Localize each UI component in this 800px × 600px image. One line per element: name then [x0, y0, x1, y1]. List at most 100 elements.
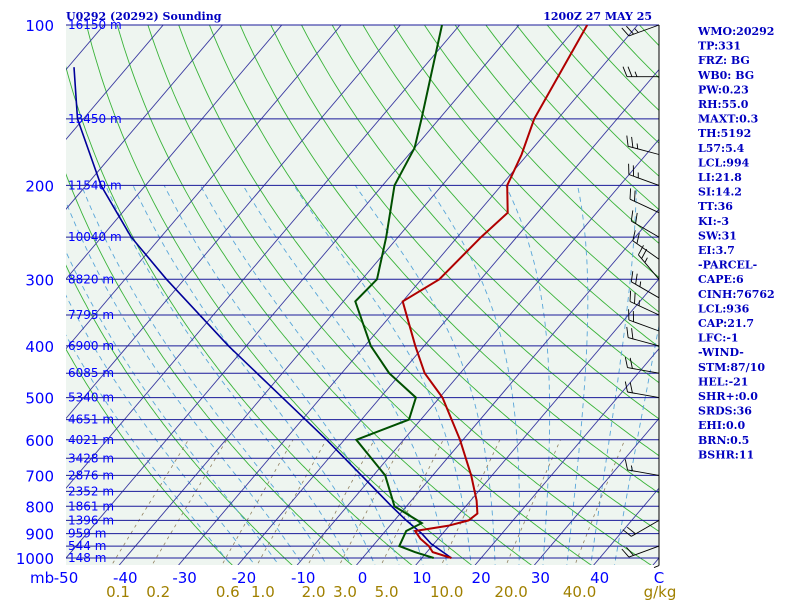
dry-adiabat	[270, 25, 659, 457]
wind-barb	[628, 174, 660, 186]
dry-adiabat	[116, 25, 532, 565]
moist-adiabat	[66, 334, 232, 565]
wind-barb-flag	[631, 328, 634, 339]
dry-adiabat	[454, 25, 659, 244]
mixing-ratio-line	[256, 439, 327, 565]
mixing-ratio-line	[221, 439, 294, 565]
mixing-ratio-line	[111, 439, 189, 565]
dry-adiabat	[66, 264, 293, 565]
isotherm	[66, 25, 401, 420]
isotherm	[66, 25, 461, 489]
isobars	[66, 24, 659, 559]
pressure-tick-label: 1000	[16, 550, 54, 568]
height-label: 1861 m	[68, 499, 114, 513]
index-value: CAPE:6	[698, 273, 744, 286]
wind-barb-flag	[626, 25, 634, 35]
wind-barb-flag	[629, 382, 633, 393]
dry-adiabat	[147, 25, 592, 565]
height-label: 11540 m	[68, 178, 122, 192]
height-label: 1396 m	[68, 513, 114, 527]
wind-barb-flag	[636, 143, 639, 149]
index-value: SHR+:0.0	[698, 390, 758, 403]
wind-barb-flag	[627, 66, 633, 77]
dry-adiabat	[393, 25, 659, 313]
isotherm	[296, 138, 659, 565]
dry-adiabat	[178, 25, 652, 565]
index-value: FRZ: BG	[698, 54, 750, 67]
wind-barb-flag	[630, 465, 633, 471]
dry-adiabat	[66, 173, 353, 565]
wind-barb-flag	[626, 547, 634, 556]
height-label: 4651 m	[68, 413, 114, 427]
index-value: LCL:994	[698, 156, 750, 169]
height-label: 148 m	[68, 551, 106, 565]
wind-barb-flag	[629, 290, 632, 302]
sounding-title: U0292 (20292) Sounding	[66, 10, 222, 23]
wind-barb	[627, 145, 660, 155]
pressure-unit-label: mb	[30, 569, 54, 587]
wind-barb-flag	[635, 273, 638, 285]
isotherm	[66, 25, 342, 350]
wind-barb	[631, 281, 660, 299]
wind-barb	[627, 367, 660, 374]
dry-adiabat	[300, 25, 659, 420]
wind-barb-flag	[622, 66, 628, 77]
moist-adiabat	[427, 185, 521, 565]
index-value: CAP:21.7	[698, 317, 754, 330]
wind-barb-flag	[641, 248, 648, 259]
wind-barb-flag	[630, 271, 634, 282]
moist-adiabat	[66, 294, 256, 565]
temperature-tick-label: 0	[358, 569, 368, 587]
pressure-tick-label: 800	[25, 498, 54, 516]
mixing-ratio-label: 40.0	[563, 583, 596, 600]
wind-barb-flag	[639, 281, 642, 287]
isotherm	[474, 347, 659, 565]
mixing-ratio-label: 10.0	[430, 583, 463, 600]
wind-barb	[627, 391, 660, 399]
parcel-path	[73, 67, 452, 559]
moist-adiabat	[81, 185, 328, 565]
mixing-ratio-label: 3.0	[333, 583, 357, 600]
temperature-tick-label: -30	[172, 569, 197, 587]
height-label: 6085 m	[68, 366, 114, 380]
temperature-tick-label: 30	[531, 569, 550, 587]
wind-barb-flag	[629, 188, 632, 200]
wind-barb-flag	[629, 357, 633, 369]
mixing-ratio-label: 0.6	[216, 583, 240, 600]
moist-adiabat	[66, 200, 304, 565]
height-label: 8820 m	[68, 272, 114, 286]
index-value: TP:331	[698, 40, 741, 53]
wind-barb-flag	[632, 230, 636, 241]
moist-adiabats	[66, 185, 659, 565]
pressure-tick-label: 300	[25, 271, 54, 289]
height-label: 4021 m	[68, 433, 114, 447]
mixing-ratio-unit: g/kg	[644, 583, 677, 600]
index-value: RH:55.0	[698, 98, 749, 111]
height-label: 2876 m	[68, 468, 114, 482]
index-value: -PARCEL-	[698, 259, 757, 272]
height-label: 13450 m	[68, 112, 122, 126]
wind-barb-flag	[624, 381, 628, 393]
mixing-ratio-label: 2.0	[302, 583, 326, 600]
dry-adiabat	[239, 25, 659, 494]
moist-adiabat	[163, 185, 400, 565]
mixing-ratio-line	[151, 439, 228, 565]
wind-barb	[629, 198, 660, 214]
index-value: TH:5192	[698, 127, 751, 140]
wind-barb-flag	[621, 548, 630, 558]
dry-adiabat	[362, 25, 659, 348]
height-label: 3428 m	[68, 451, 114, 465]
mixing-ratio-line	[380, 439, 444, 565]
temperature-profile	[401, 25, 589, 559]
isotherm	[237, 68, 659, 565]
temperature-tick-label: -20	[232, 569, 257, 587]
wind-barb-flag	[621, 27, 630, 37]
moist-adiabat	[354, 185, 496, 565]
index-value: EHI:0.0	[698, 419, 745, 432]
wind-barb	[628, 319, 660, 332]
height-label: 2352 m	[68, 484, 114, 498]
index-value: SRDS:36	[698, 405, 752, 418]
index-value: SW:31	[698, 229, 737, 242]
